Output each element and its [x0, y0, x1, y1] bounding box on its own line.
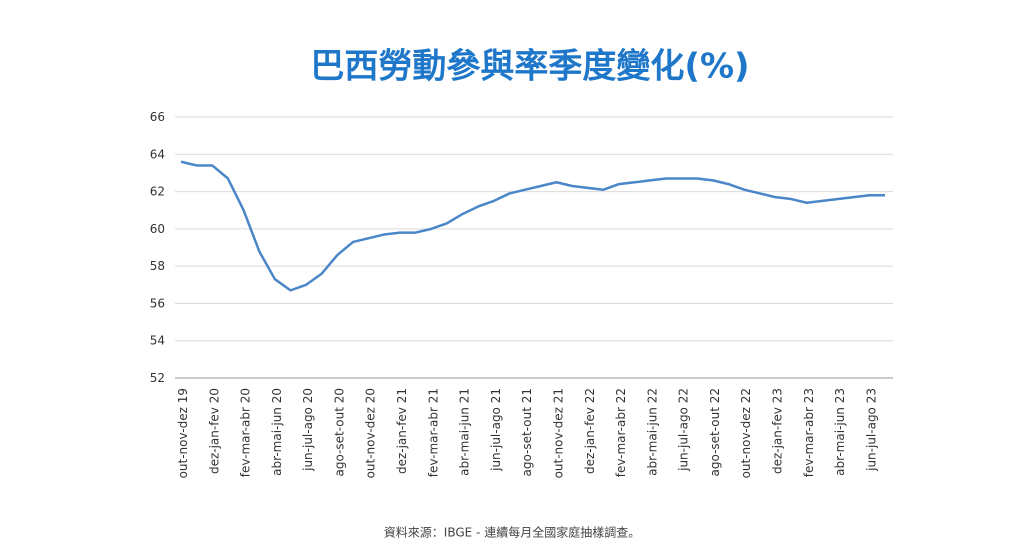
y-tick-label: 64	[150, 147, 165, 161]
x-tick-label: abr-mai-jun 20	[270, 388, 284, 476]
x-tick-label: out-nov-dez 21	[551, 388, 565, 478]
chart-title: 巴西勞動參與率季度變化(%)	[310, 47, 749, 87]
x-tick-label: dez-jan-fev 20	[207, 388, 221, 474]
x-tick-label: dez-jan-fev 23	[770, 388, 784, 474]
y-tick-label: 58	[150, 259, 165, 273]
x-tick-label: ago-set-out 20	[332, 388, 346, 477]
x-tick-label: fev-mar-abr 23	[802, 388, 816, 477]
x-tick-label: ago-set-out 21	[520, 388, 534, 477]
x-tick-label: out-nov-dez 19	[176, 388, 190, 478]
x-tick-label: abr-mai-jun 22	[645, 388, 659, 476]
x-tick-label: jun-jul-ago 23	[864, 388, 878, 472]
source-note: 資料來源：IBGE - 連續每月全國家庭抽樣調查。	[384, 525, 640, 540]
x-tick-label: fev-mar-abr 20	[239, 388, 253, 477]
x-tick-label: jun-jul-ago 21	[489, 388, 503, 472]
x-tick-label: fev-mar-abr 21	[426, 388, 440, 477]
x-tick-label: ago-set-out 22	[708, 388, 722, 477]
x-tick-label: dez-jan-fev 21	[395, 388, 409, 474]
x-tick-label: fev-mar-abr 22	[614, 388, 628, 477]
x-tick-label: dez-jan-fev 22	[583, 388, 597, 474]
x-tick-label: abr-mai-jun 21	[458, 388, 472, 476]
x-tick-label: out-nov-dez 22	[739, 388, 753, 478]
y-tick-label: 62	[150, 185, 165, 199]
x-tick-label: jun-jul-ago 22	[677, 388, 691, 472]
x-tick-label: out-nov-dez 20	[364, 388, 378, 478]
y-tick-label: 56	[150, 296, 165, 310]
x-tick-label: abr-mai-jun 23	[833, 388, 847, 476]
y-tick-label: 52	[150, 371, 165, 385]
y-tick-label: 60	[150, 222, 165, 236]
y-tick-label: 54	[150, 334, 165, 348]
data-line	[180, 160, 885, 292]
y-tick-label: 66	[150, 110, 165, 124]
x-tick-label: jun-jul-ago 20	[301, 388, 315, 472]
